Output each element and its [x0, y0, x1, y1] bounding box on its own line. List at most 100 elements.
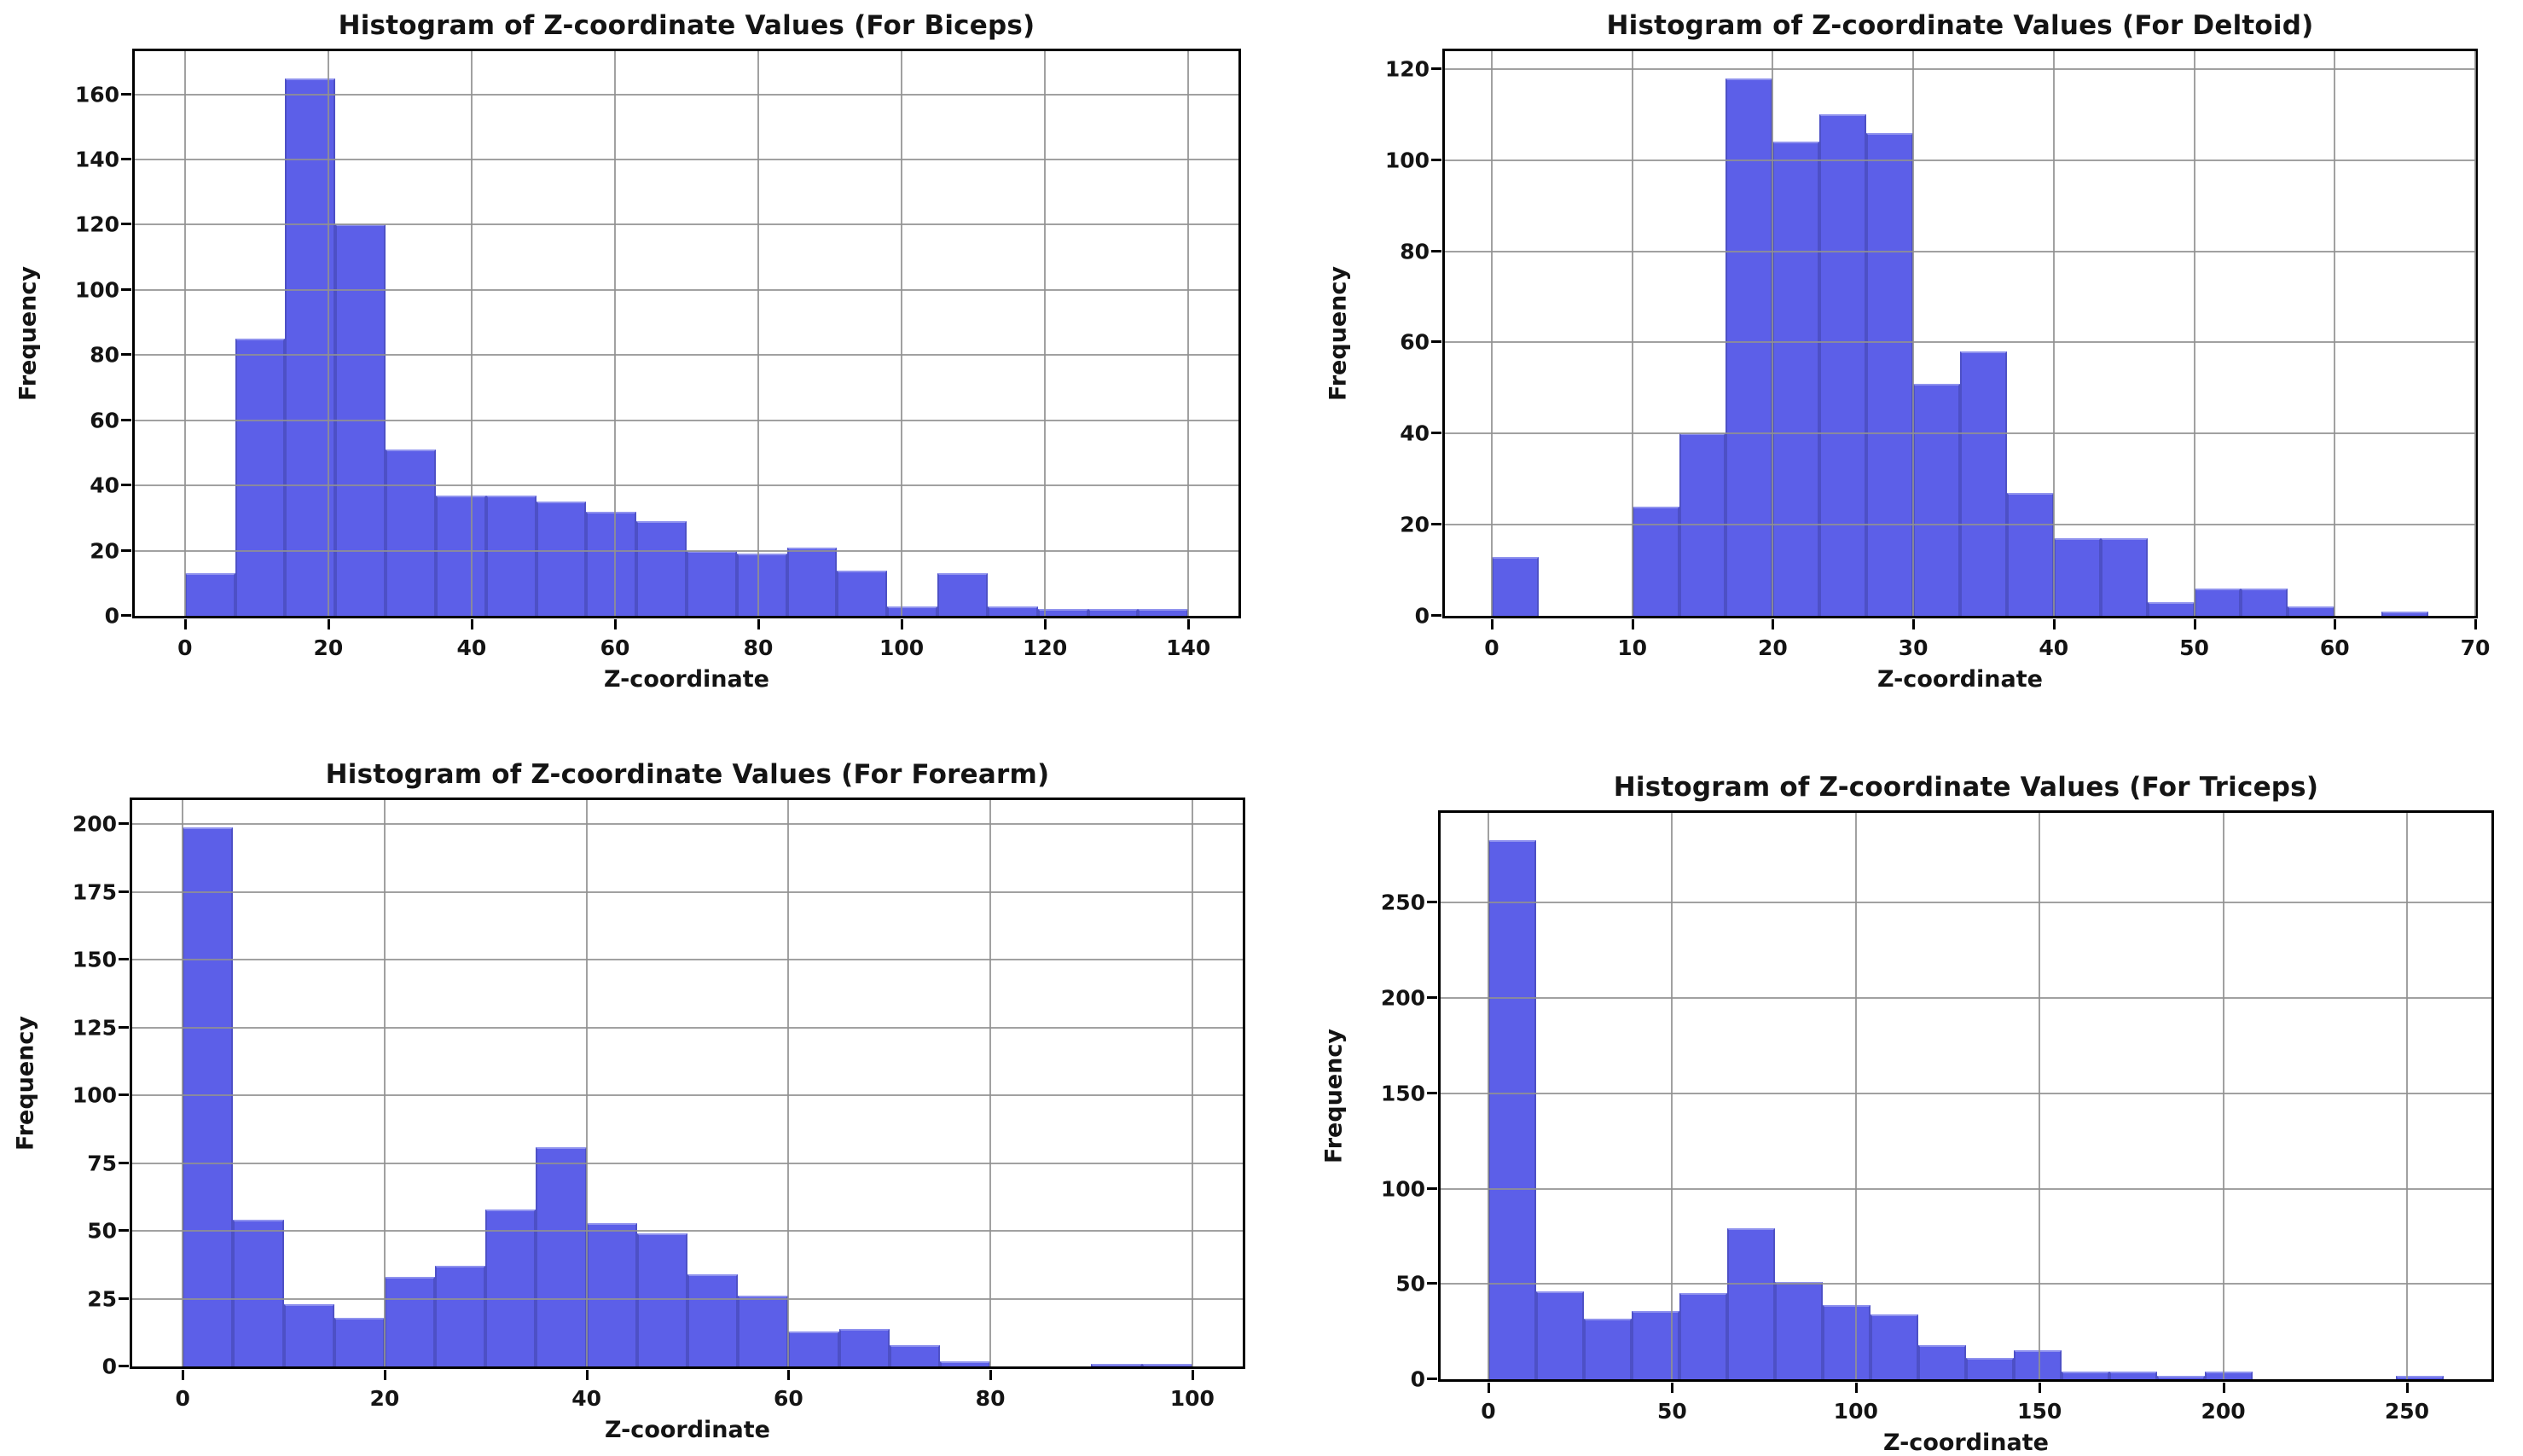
gridline [901, 51, 903, 616]
y-tick-label: 60 [90, 408, 119, 433]
gridline [1854, 813, 1857, 1379]
chart-title: Histogram of Z-coordinate Values (For Bi… [338, 10, 1035, 41]
x-tick-label: 120 [1023, 635, 1068, 660]
gridline [132, 1026, 1243, 1029]
gridline [135, 419, 1238, 421]
histogram-bar [2205, 1372, 2253, 1379]
tick-mark [119, 1229, 129, 1233]
gridline [132, 890, 1243, 893]
y-tick-label: 25 [87, 1286, 117, 1312]
y-tick-label: 50 [1395, 1271, 1425, 1296]
tick-mark [121, 287, 131, 291]
y-tick-label: 40 [90, 473, 119, 498]
tick-mark [757, 619, 761, 629]
histogram-bar [786, 547, 838, 616]
histogram-bar [1488, 839, 1536, 1379]
histogram-bar [2014, 1350, 2062, 1379]
x-tick-label: 20 [313, 635, 344, 660]
histogram-bar [1091, 1363, 1142, 1366]
histogram-bar [1491, 556, 1539, 616]
tick-mark [1631, 619, 1634, 629]
y-tick-label: 80 [1400, 239, 1430, 264]
y-axis-label: Frequency [14, 265, 42, 402]
gridline [2222, 813, 2224, 1379]
tick-mark [585, 1370, 589, 1380]
tick-mark [1488, 1383, 1490, 1393]
tick-mark [2039, 1383, 2042, 1393]
gridline [989, 800, 992, 1366]
gridline [1191, 800, 1193, 1366]
tick-mark [121, 418, 131, 421]
x-tick-label: 20 [1757, 635, 1788, 660]
tick-mark [1431, 158, 1441, 161]
gridline [182, 800, 184, 1366]
tick-mark [1191, 1370, 1194, 1380]
x-tick-label: 140 [1166, 635, 1211, 660]
x-axis-label: Z-coordinate [605, 1417, 770, 1443]
tick-mark [119, 822, 129, 826]
x-tick-label: 250 [2384, 1399, 2430, 1424]
y-tick-label: 20 [90, 538, 119, 564]
histogram-bar [536, 1146, 587, 1366]
y-tick-label: 80 [90, 342, 119, 368]
gridline [1445, 250, 2475, 252]
histogram-bar [738, 1296, 789, 1366]
histogram-bar [435, 1266, 486, 1366]
plot-area: 0 20 40 60 80 100 120 140 0 20 40 60 80 100 120 140 160 [75, 49, 1241, 660]
tick-mark [121, 158, 131, 161]
histogram-bar [2062, 1372, 2109, 1379]
gridline [1912, 51, 1915, 616]
plot-area: 0 50 100 150 200 250 0 50 100 150 200 250 [1381, 810, 2494, 1424]
gridline [1187, 51, 1190, 616]
y-tick-label: 75 [87, 1151, 117, 1176]
histogram-bar [2109, 1372, 2157, 1379]
histogram-bar [1913, 383, 1960, 616]
histogram-bar [1959, 351, 2007, 616]
gridline [132, 959, 1243, 961]
gridline [135, 484, 1238, 487]
histogram-bar [636, 521, 687, 616]
x-tick-label: 10 [1617, 635, 1648, 660]
gridline [757, 51, 760, 616]
x-tick-label: 80 [743, 635, 774, 660]
gridline [183, 51, 186, 616]
tick-mark [182, 1370, 185, 1380]
y-tick-label: 0 [1410, 1366, 1425, 1392]
histogram-bar [687, 550, 737, 616]
gridline [327, 51, 329, 616]
histogram-bar [736, 554, 787, 616]
y-tick-label: 0 [102, 1354, 117, 1379]
histogram-bar [2053, 538, 2101, 616]
y-tick-label: 0 [104, 603, 119, 629]
gridline [132, 1162, 1243, 1164]
histogram-bar [1823, 1304, 1870, 1379]
histogram-bar [1866, 132, 1914, 616]
histogram-bar [485, 1209, 536, 1366]
gridline [1445, 341, 2475, 344]
histogram-bar [1536, 1291, 1584, 1379]
histogram-bar [2194, 588, 2242, 616]
gridline [1445, 67, 2475, 70]
histogram-bar [183, 827, 234, 1366]
gridline [135, 223, 1238, 226]
histogram-bar [233, 1220, 284, 1366]
x-tick-label: 100 [1833, 1399, 1878, 1424]
x-tick-label: 100 [879, 635, 925, 660]
tick-mark [1431, 249, 1441, 252]
tick-mark [119, 1365, 129, 1367]
tick-mark [1490, 619, 1494, 629]
histogram-bar [1138, 609, 1189, 616]
histogram-bar [2241, 588, 2288, 616]
histogram-bar [1775, 1282, 1823, 1379]
x-tick-label: 80 [975, 1386, 1006, 1411]
gridline [132, 1094, 1243, 1097]
gridline [1445, 432, 2475, 435]
tick-mark [1427, 996, 1437, 1000]
y-tick-label: 125 [72, 1015, 117, 1041]
tick-mark [901, 619, 904, 629]
gridline [1490, 51, 1493, 616]
y-tick-label: 175 [72, 879, 117, 905]
y-tick-label: 160 [74, 82, 119, 107]
tick-mark [1431, 432, 1441, 435]
